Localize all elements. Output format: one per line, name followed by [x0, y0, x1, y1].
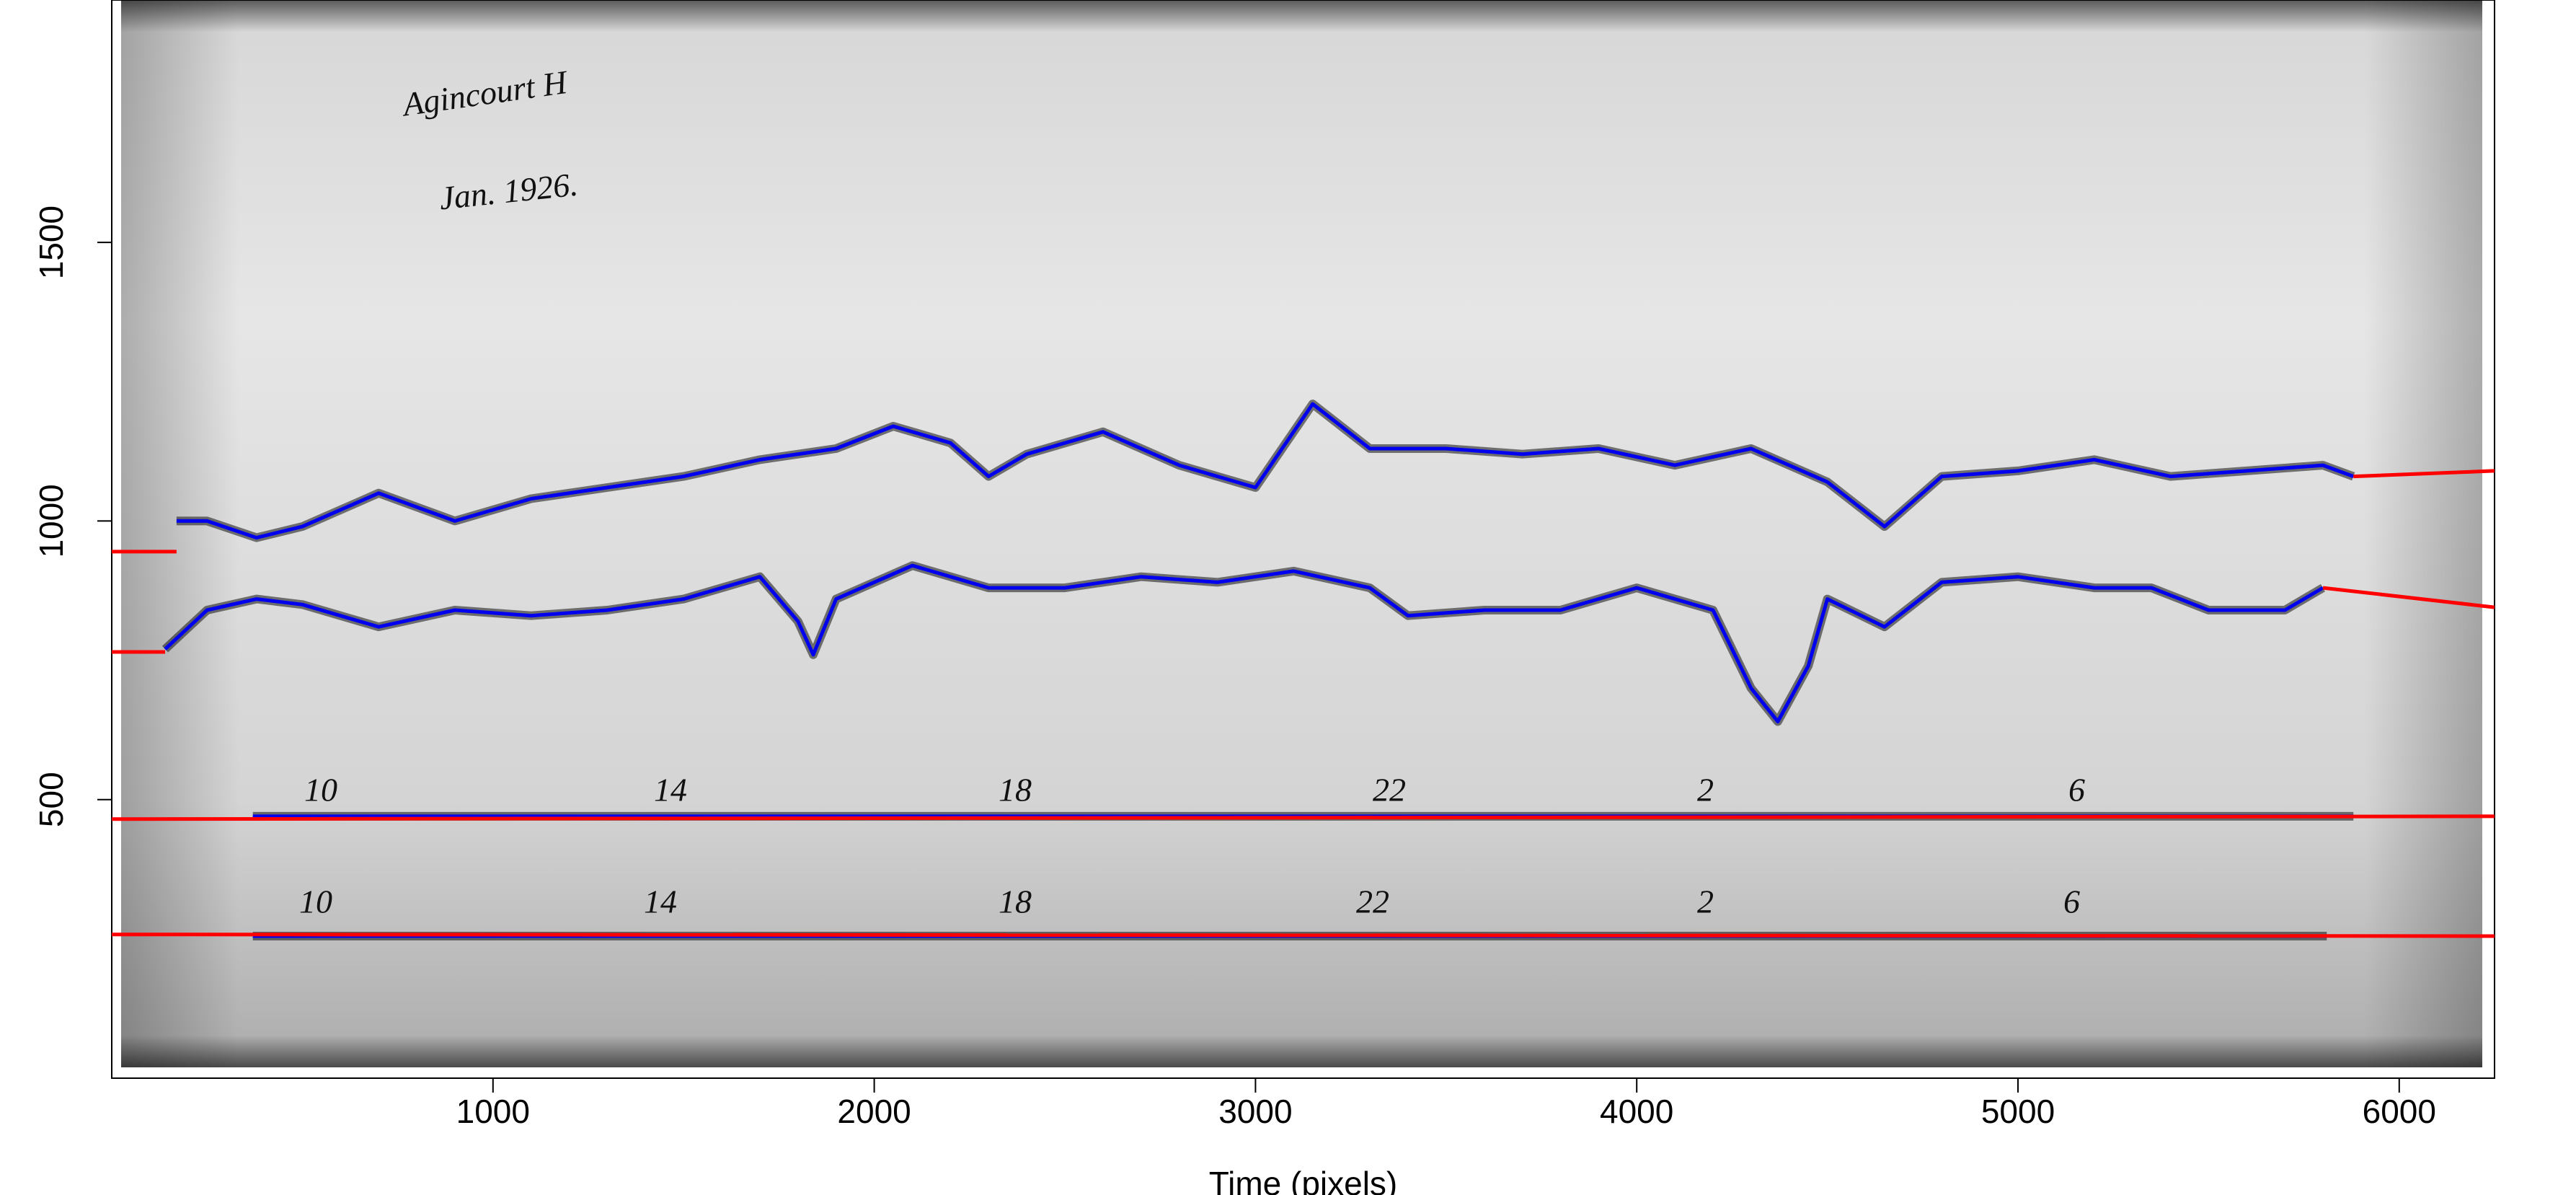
- y-tick-label: 1500: [32, 206, 70, 279]
- series-line: [176, 402, 2355, 540]
- x-tick-label: 6000: [2363, 1093, 2436, 1130]
- series-line: [111, 814, 2495, 821]
- hour-mark: 6: [2068, 772, 2085, 808]
- x-tick-label: 1000: [456, 1093, 530, 1130]
- series-line: [111, 932, 2495, 938]
- hour-mark: 10: [304, 772, 337, 808]
- hour-mark: 22: [1373, 772, 1406, 808]
- x-tick-label: 5000: [1981, 1093, 2055, 1130]
- y-tick-label: 500: [32, 772, 70, 827]
- hour-mark: 14: [654, 772, 687, 808]
- hour-mark: 18: [999, 883, 1032, 920]
- series-line: [112, 469, 2495, 554]
- hour-mark: 18: [999, 772, 1032, 808]
- photograph-shading: [121, 0, 2482, 1067]
- hour-mark: 2: [1697, 883, 1714, 920]
- series-line: [164, 563, 2324, 723]
- x-tick-label: 4000: [1600, 1093, 1673, 1130]
- hour-mark: 6: [2063, 883, 2080, 920]
- y-tick-label: 1000: [32, 484, 70, 557]
- hour-mark: 14: [644, 883, 677, 920]
- x-tick-label: 2000: [837, 1093, 911, 1130]
- x-axis-label: Time (pixels): [1209, 1165, 1398, 1195]
- hour-mark: 10: [299, 883, 332, 920]
- hour-mark: 2: [1697, 772, 1714, 808]
- plot-frame: [111, 0, 2495, 1079]
- x-tick-label: 3000: [1218, 1093, 1292, 1130]
- hour-mark: 22: [1356, 883, 1389, 920]
- series-line: [112, 586, 2495, 654]
